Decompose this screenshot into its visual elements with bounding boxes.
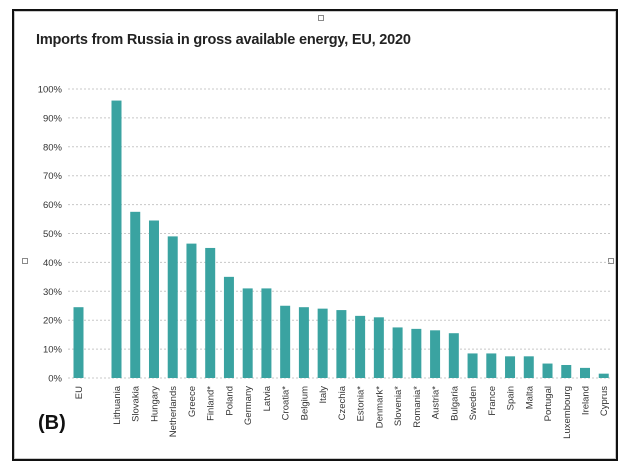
resize-handle-left[interactable]: [22, 258, 28, 264]
bar-sweden: [467, 353, 478, 378]
x-category-label: Cyprus: [599, 386, 610, 416]
bar-romania: [411, 328, 422, 378]
bar-france: [486, 353, 497, 378]
bar-hungary: [148, 220, 159, 378]
y-tick-label: 20%: [43, 316, 63, 327]
bar-bulgaria: [448, 333, 459, 378]
bar-luxembourg: [561, 364, 572, 378]
bar-malta: [523, 356, 534, 378]
x-category-label: Romania*: [412, 386, 423, 428]
bar-denmark: [373, 317, 384, 378]
panel-label: (B): [38, 412, 66, 434]
x-category-label: Finland*: [206, 386, 217, 421]
y-tick-label: 40%: [43, 258, 63, 269]
bar-latvia: [261, 288, 272, 378]
x-category-label: Spain: [506, 386, 517, 410]
x-axis-category-labels: EU Lithuania Slovakia Hungary Netherlands Gre…: [74, 385, 610, 439]
bar-netherlands: [167, 236, 178, 378]
y-tick-label: 70%: [43, 171, 63, 182]
resize-handle-right[interactable]: [608, 258, 614, 264]
x-category-label: Netherlands: [168, 386, 179, 437]
x-category-label: Denmark*: [374, 386, 385, 429]
x-category-label: Czechia: [337, 385, 348, 420]
bar-portugal: [542, 363, 553, 378]
chart-frame-border: [14, 11, 616, 459]
bar-italy: [317, 308, 328, 378]
y-tick-label: 50%: [43, 229, 63, 240]
bar-poland: [223, 276, 234, 378]
x-category-label: EU: [74, 386, 85, 399]
x-category-label: Bulgaria: [449, 385, 460, 421]
y-axis-tick-labels: 0% 10% 20% 30% 40% 50% 60% 70% 80% 90% 100%: [38, 85, 63, 385]
bar-austria: [430, 330, 441, 378]
bar-croatia: [280, 305, 291, 378]
y-tick-label: 10%: [43, 345, 63, 356]
x-category-label: Slovakia: [131, 385, 142, 422]
x-category-label: Hungary: [149, 386, 160, 422]
x-category-label: France: [487, 386, 498, 416]
x-category-label: Slovenia*: [393, 386, 404, 426]
x-category-label: Belgium: [299, 386, 310, 420]
bar-greece: [186, 243, 197, 378]
x-category-label: Malta: [524, 385, 535, 409]
bar-spain: [505, 356, 516, 378]
x-category-label: Estonia*: [356, 386, 367, 422]
bar-eu: [73, 307, 84, 378]
y-tick-label: 90%: [43, 113, 63, 124]
x-category-label: Sweden: [468, 386, 479, 420]
x-category-label: Latvia: [262, 385, 273, 411]
resize-handle-top[interactable]: [318, 15, 324, 21]
bar-lithuania: [111, 100, 122, 378]
bar-estonia: [355, 315, 366, 378]
x-category-label: Ireland: [581, 386, 592, 415]
bar-finland: [205, 247, 216, 378]
x-category-label: Lithuania: [112, 385, 123, 424]
y-tick-label: 80%: [43, 142, 63, 153]
y-tick-label: 100%: [38, 85, 63, 96]
y-tick-label: 0%: [48, 374, 62, 385]
bars: [73, 100, 609, 378]
chart-title: Imports from Russia in gross available e…: [36, 32, 411, 48]
x-category-label: Greece: [187, 386, 198, 417]
x-category-label: Italy: [318, 386, 329, 404]
bar-ireland: [580, 367, 590, 378]
bar-cyprus: [598, 373, 609, 378]
x-category-label: Luxembourg: [562, 386, 573, 439]
bar-slovakia: [130, 211, 141, 378]
x-category-label: Portugal: [543, 386, 554, 421]
bar-czechia: [336, 310, 347, 378]
y-tick-label: 60%: [43, 200, 63, 211]
x-category-label: Austria*: [431, 386, 442, 420]
bar-belgium: [298, 307, 309, 378]
x-category-label: Croatia*: [281, 386, 292, 421]
x-category-label: Germany: [243, 386, 254, 425]
x-category-label: Poland: [224, 386, 235, 416]
y-tick-label: 30%: [43, 287, 63, 298]
bar-germany: [242, 288, 253, 378]
bar-slovenia: [392, 327, 403, 378]
